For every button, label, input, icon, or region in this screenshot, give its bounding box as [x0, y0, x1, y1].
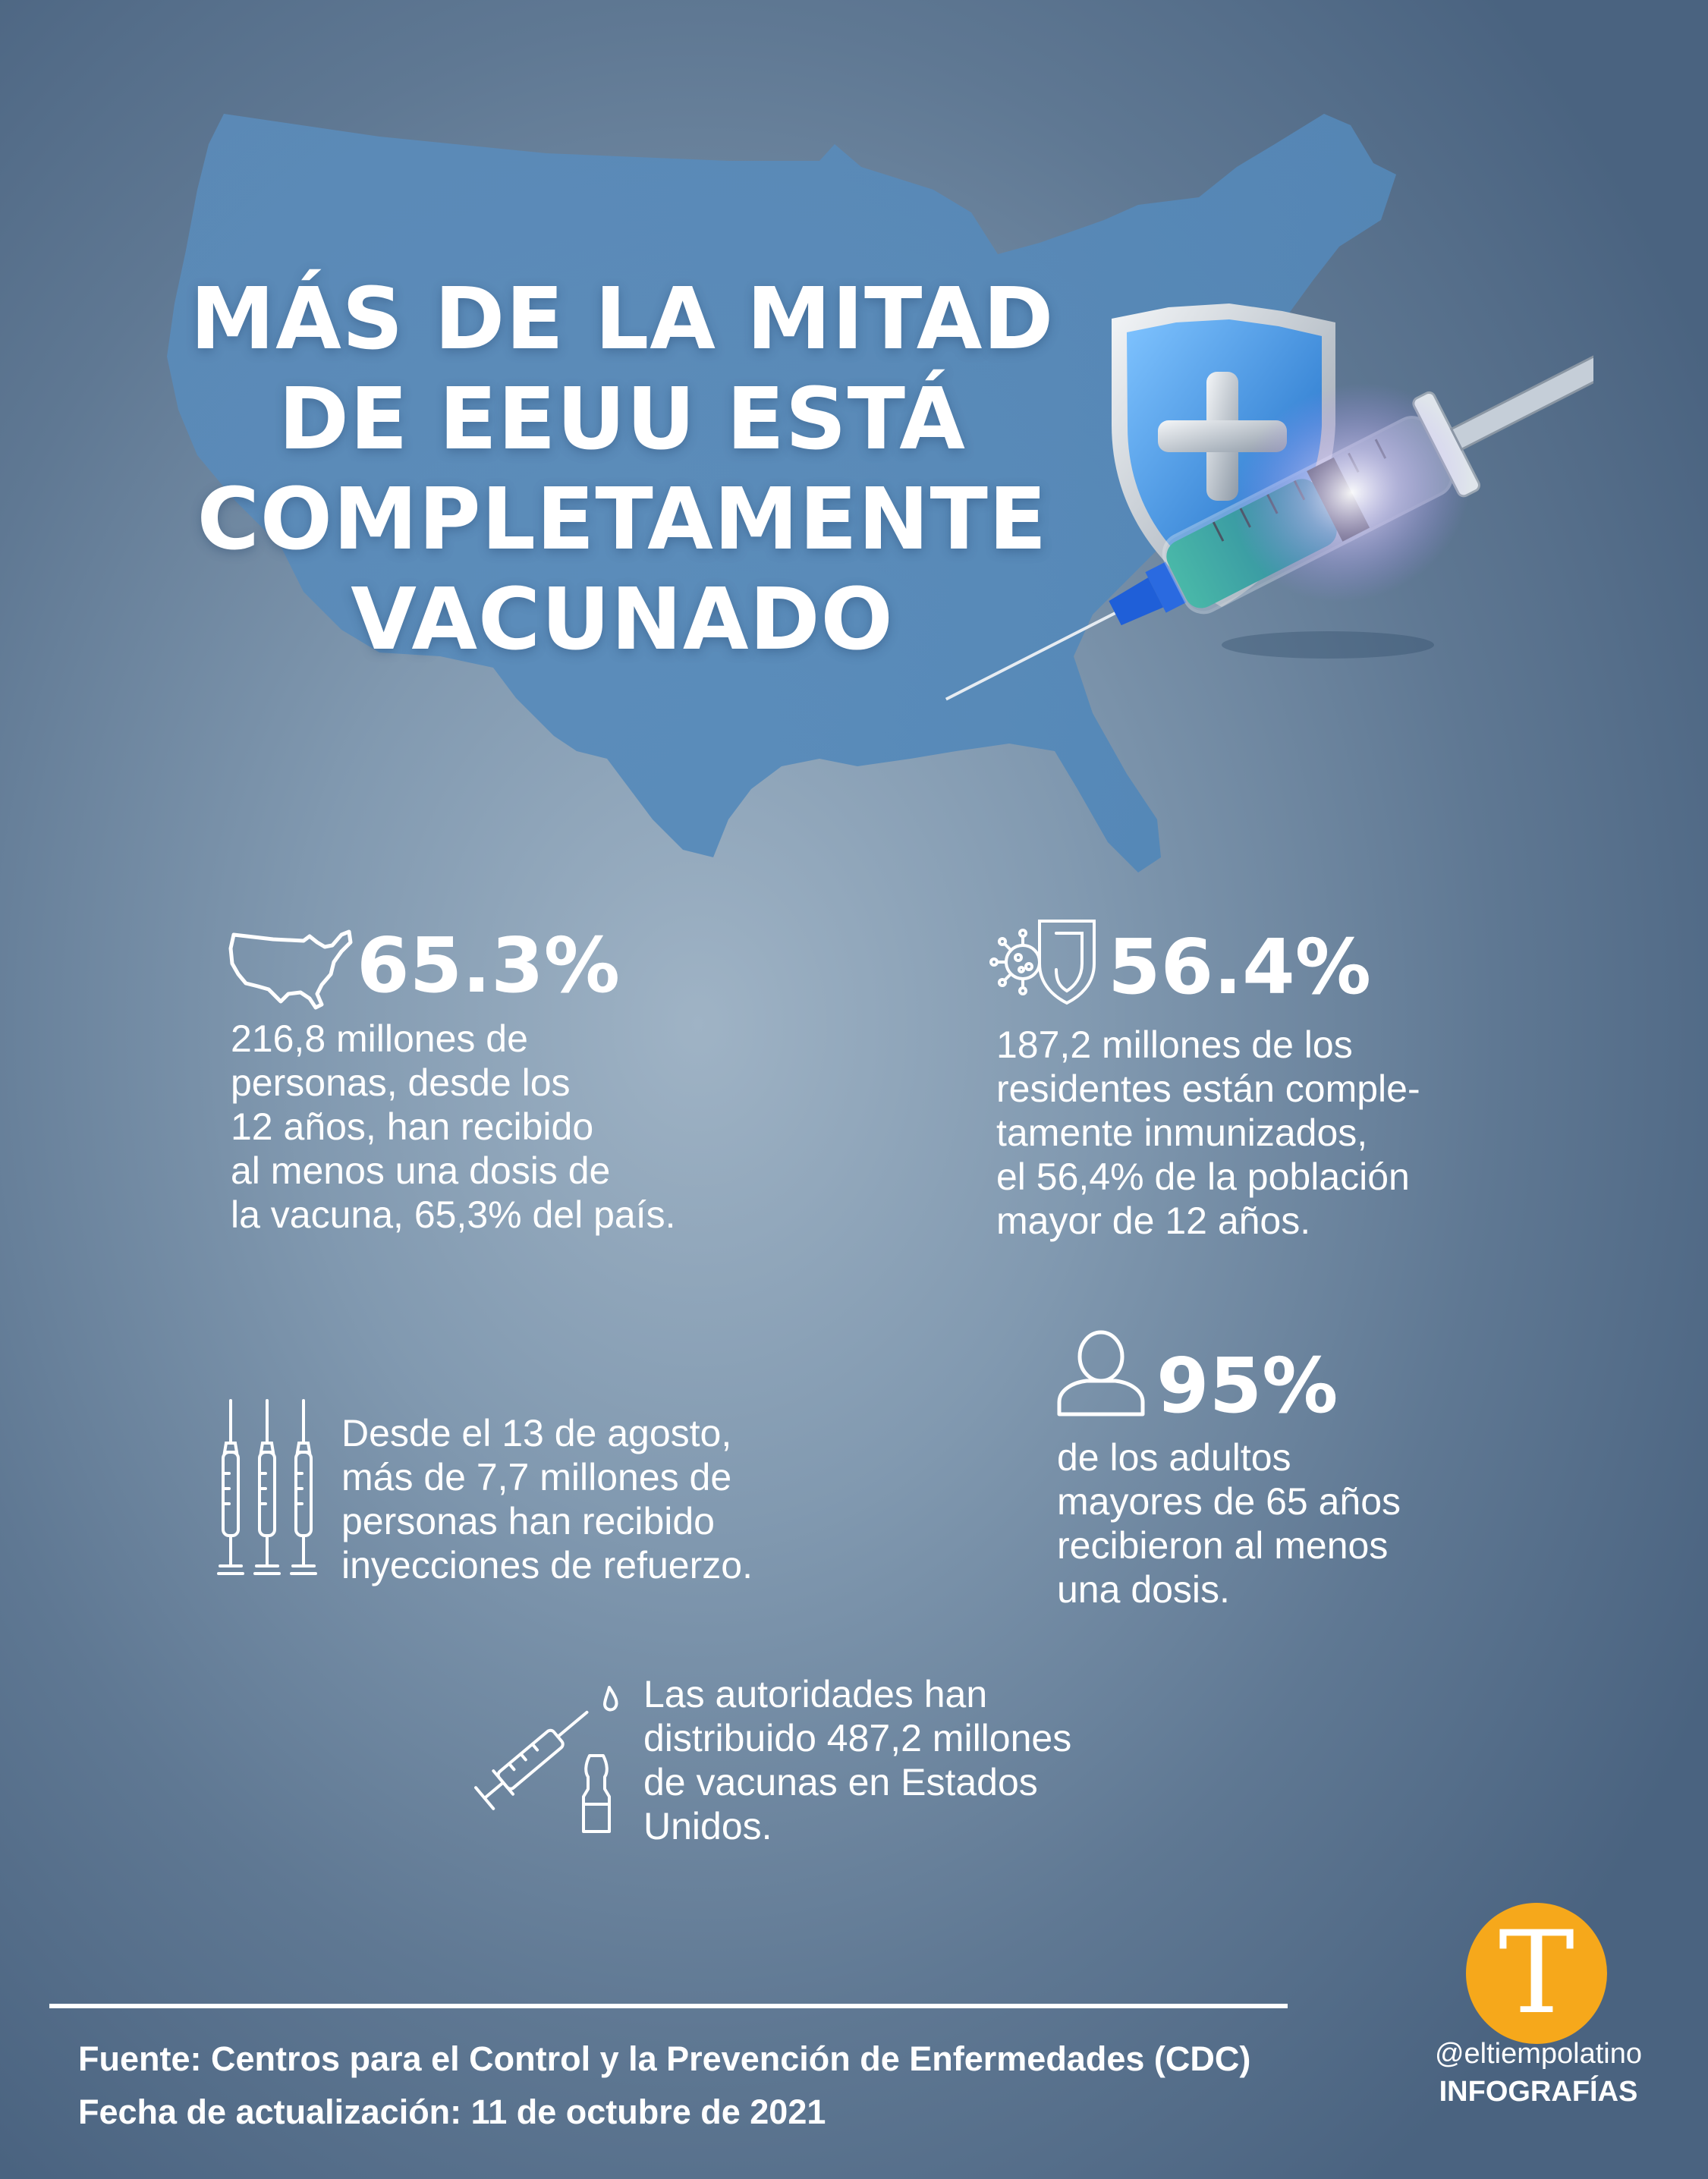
- stat-1-value: 65.3%: [357, 921, 620, 1010]
- shield-syringe-illustration: [945, 303, 1593, 701]
- title-line-3: COMPLETAMENTE: [197, 470, 1048, 569]
- stat-1-text: 216,8 millones de personas, desde los 12…: [231, 1017, 676, 1236]
- logo-letter: T: [1498, 1907, 1575, 2039]
- title-line-4: VACUNADO: [351, 571, 894, 669]
- title-line-1: MÁS DE LA MITAD: [190, 270, 1055, 369]
- brand-section: INFOGRAFÍAS: [1439, 2076, 1638, 2108]
- stat-5-text: Las autoridades han distribuido 487,2 mi…: [643, 1673, 1072, 1847]
- stat-2-value: 56.4%: [1108, 923, 1371, 1011]
- footer-updated: Fecha de actualización: 11 de octubre de…: [78, 2093, 826, 2131]
- el-tiempo-logo: T: [1466, 1903, 1607, 2044]
- stat-3-text: Desde el 13 de agosto, más de 7,7 millon…: [341, 1412, 753, 1586]
- person-icon: [1057, 1330, 1145, 1417]
- brand-handle: @eltiempolatino: [1434, 2038, 1643, 2070]
- virus-shield-icon: [989, 920, 1096, 1005]
- footer-divider: [49, 2004, 1288, 2008]
- syringes-icon: [217, 1399, 317, 1575]
- syringe-vial-icon: [474, 1686, 618, 1833]
- stat-4-text: de los adultos mayores de 65 años recibi…: [1057, 1436, 1401, 1611]
- usa-map-icon: [228, 929, 353, 1010]
- usa-map-background: [167, 114, 1396, 873]
- stat-4-value: 95%: [1156, 1341, 1338, 1430]
- footer-source: Fuente: Centros para el Control y la Pre…: [78, 2039, 1251, 2078]
- title-line-2: DE EEUU ESTÁ: [278, 370, 966, 469]
- stat-2-text: 187,2 millones de los residentes están c…: [996, 1023, 1420, 1242]
- main-title: MÁS DE LA MITAD DE EEUU ESTÁ COMPLETAMEN…: [175, 269, 1070, 670]
